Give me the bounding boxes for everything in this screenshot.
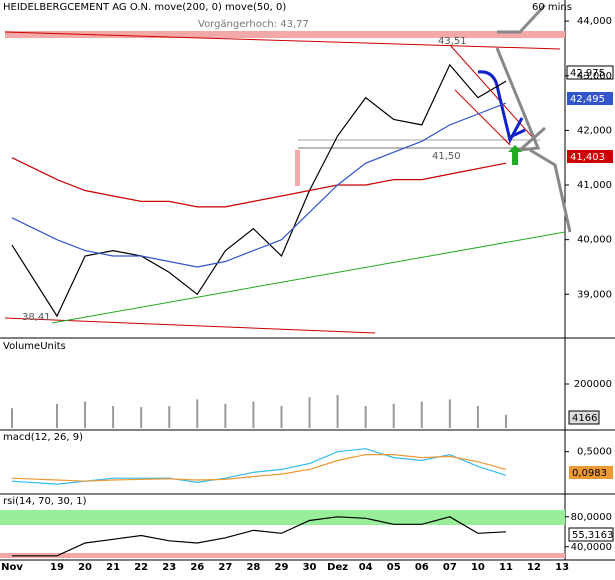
- y-tick-label: 0,5000: [577, 447, 612, 458]
- projection-arrow: [477, 70, 526, 145]
- panel-title: VolumeUnits: [3, 341, 66, 352]
- x-tick-label: 10: [471, 562, 485, 573]
- rsi-band: [0, 553, 565, 558]
- bar: [196, 399, 199, 428]
- series-line: [11, 454, 507, 482]
- gap: [295, 150, 300, 186]
- bar: [364, 406, 367, 428]
- x-tick-label: 11: [499, 562, 513, 573]
- bar: [11, 408, 13, 428]
- bar: [56, 403, 58, 428]
- bar: [280, 406, 283, 428]
- x-tick-label: 19: [50, 562, 64, 573]
- panel-frames: [0, 0, 615, 561]
- bar: [308, 397, 311, 428]
- x-tick-label: 12: [527, 562, 541, 573]
- y-tick-label: 41,000: [577, 180, 612, 191]
- x-tick-label: 05: [387, 562, 401, 573]
- annotation: 60 mins: [532, 2, 572, 13]
- x-tick-label: 06: [415, 562, 429, 573]
- bar: [476, 406, 479, 428]
- x-tick-label: 21: [106, 562, 120, 573]
- value-box: [569, 466, 613, 479]
- x-tick-label: 30: [303, 562, 317, 573]
- bar: [224, 403, 227, 428]
- annotation: 41,50: [432, 151, 461, 162]
- x-tick-label: 28: [246, 562, 260, 573]
- price-label: 42,495: [570, 94, 605, 105]
- bar: [448, 399, 451, 428]
- value-box: [568, 527, 614, 542]
- bar: [392, 403, 395, 428]
- bar: [112, 406, 115, 428]
- chart-title: HEIDELBERGCEMENT AG O.N. move(200, 0) mo…: [3, 2, 286, 13]
- series-line: [11, 448, 507, 485]
- support-line: [51, 231, 566, 324]
- price-label: 42,975: [570, 68, 605, 79]
- bar: [420, 401, 423, 428]
- x-tick-label: 26: [190, 562, 204, 573]
- annotation: 43,51: [438, 36, 467, 47]
- x-tick-label: 13: [555, 562, 569, 573]
- bar: [140, 407, 143, 428]
- series-line: [11, 63, 507, 318]
- y-tick-label: 44,000: [577, 16, 612, 27]
- x-tick-label: Nov: [1, 562, 23, 573]
- annotation: Vorgängerhoch: 43,77: [198, 19, 309, 30]
- series-line: [11, 157, 507, 208]
- rsi-band: [0, 510, 565, 525]
- x-tick-label: 22: [134, 562, 148, 573]
- x-tick-label: 29: [275, 562, 289, 573]
- bar: [252, 401, 255, 428]
- bar: [168, 406, 171, 428]
- bar: [84, 401, 87, 428]
- y-tick-label: 40,0000: [571, 542, 612, 553]
- last-label: 4166: [572, 413, 597, 424]
- buy-arrow: [508, 145, 522, 165]
- trend-line: [4, 31, 561, 50]
- bar: [336, 395, 339, 428]
- y-tick-label: 42,000: [577, 125, 612, 136]
- price-box: [566, 65, 614, 80]
- annotation: 38,41: [22, 312, 51, 323]
- y-tick-label: 43,000: [577, 71, 612, 82]
- y-tick-label: 80,0000: [571, 512, 612, 523]
- x-tick-label: 27: [218, 562, 232, 573]
- x-tick-label: 20: [78, 562, 92, 573]
- resistance-band: [5, 31, 565, 38]
- price-box: [567, 92, 613, 105]
- panel-title: rsi(14, 70, 30, 1): [3, 496, 87, 507]
- y-tick-label: 40,000: [577, 235, 612, 246]
- last-label: 0,0983: [572, 468, 607, 479]
- x-tick-label: Dez: [327, 562, 348, 573]
- price-box: [567, 150, 613, 163]
- price-label: 41,403: [570, 152, 605, 163]
- panel-title: macd(12, 26, 9): [3, 432, 83, 443]
- x-tick-label: 04: [359, 562, 373, 573]
- y-tick-label: 39,000: [577, 289, 612, 300]
- value-box: [568, 410, 600, 425]
- channel-line: [449, 44, 536, 141]
- bar: [504, 414, 507, 428]
- channel-line: [454, 89, 511, 146]
- y-tick-label: 200000: [574, 379, 612, 390]
- series-line: [11, 102, 507, 268]
- last-label: 55,3163: [572, 530, 613, 541]
- series-line: [12, 516, 507, 557]
- x-tick-label: 23: [162, 562, 176, 573]
- projection: [495, 3, 572, 233]
- x-tick-label: 07: [443, 562, 457, 573]
